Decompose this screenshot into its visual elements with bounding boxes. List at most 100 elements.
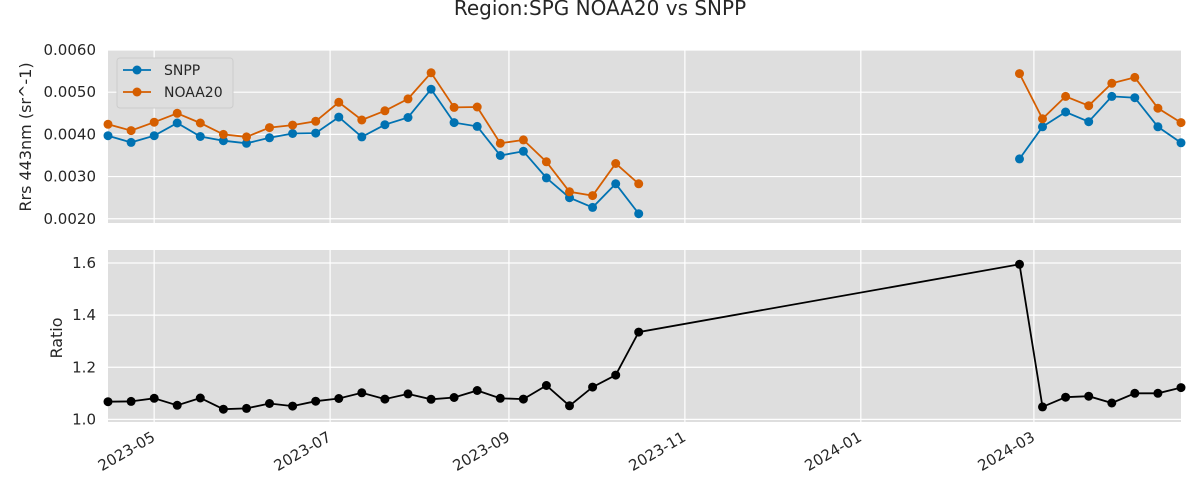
bottom-gridlines [108, 250, 1181, 422]
top-y-tick-label: 0.0040 [44, 125, 97, 143]
data-point-noaa20 [518, 135, 528, 145]
data-point-snpp [472, 121, 482, 131]
data-point-snpp [334, 112, 344, 122]
legend-snpp-marker [132, 65, 142, 75]
x-tick-label: 2024-01 [802, 428, 865, 475]
data-point-noaa20 [1015, 69, 1024, 79]
data-point-ratio [218, 404, 228, 414]
data-point-ratio [242, 403, 251, 413]
data-point-noaa20 [218, 129, 228, 139]
data-point-noaa20 [1107, 78, 1117, 88]
data-point-noaa20 [495, 138, 505, 148]
data-point-noaa20 [1153, 103, 1163, 113]
data-point-noaa20 [242, 132, 251, 142]
data-point-ratio [1130, 388, 1140, 398]
legend: SNPP NOAA20 [116, 57, 234, 109]
x-tick-label: 2023-09 [450, 428, 513, 475]
data-point-noaa20 [449, 102, 459, 112]
data-point-noaa20 [611, 159, 621, 168]
data-point-ratio [565, 401, 574, 411]
data-point-snpp [311, 128, 321, 138]
data-point-ratio [334, 394, 344, 403]
bottom-y-tick-labels: 1.0 1.2 1.4 1.6 [72, 254, 96, 428]
top-y-tick-label: 0.0020 [44, 210, 97, 228]
legend-snpp-label: SNPP [164, 63, 200, 79]
data-point-ratio [541, 381, 551, 390]
data-point-noaa20 [634, 179, 644, 189]
data-point-snpp [242, 138, 251, 148]
data-point-noaa20 [588, 191, 598, 201]
data-point-snpp [149, 131, 159, 141]
data-point-ratio [288, 401, 298, 411]
data-point-ratio [149, 393, 159, 403]
data-point-snpp [288, 129, 298, 138]
data-point-noaa20 [472, 102, 482, 112]
data-point-ratio [449, 393, 459, 402]
top-y-tick-label: 0.0050 [44, 83, 97, 101]
data-point-ratio [1153, 388, 1163, 398]
data-point-snpp [611, 179, 621, 189]
data-point-ratio [472, 386, 482, 395]
data-point-noaa20 [288, 120, 298, 130]
data-point-ratio [403, 389, 413, 399]
top-series-group [103, 68, 1186, 219]
data-point-snpp [103, 131, 113, 141]
data-point-noaa20 [311, 116, 321, 126]
data-point-snpp [1153, 122, 1163, 132]
data-point-snpp [380, 120, 390, 130]
top-plot-area [108, 50, 1181, 223]
bottom-series-group [103, 259, 1186, 414]
data-point-noaa20 [380, 106, 390, 116]
data-point-snpp [588, 202, 598, 212]
data-point-snpp [426, 84, 436, 94]
data-point-ratio [265, 399, 274, 408]
data-point-noaa20 [103, 119, 113, 129]
data-point-noaa20 [1130, 72, 1140, 82]
data-point-noaa20 [1061, 91, 1071, 101]
data-point-noaa20 [265, 123, 274, 133]
data-point-ratio [611, 370, 621, 380]
data-point-noaa20 [149, 117, 159, 127]
top-y-tick-labels: 0.0020 0.0030 0.0040 0.0050 0.0060 [44, 41, 97, 228]
data-point-snpp [495, 151, 505, 160]
data-point-snpp [1130, 93, 1140, 103]
data-point-ratio [588, 382, 598, 392]
bottom-y-axis-label: Ratio [47, 317, 66, 358]
data-point-noaa20 [334, 97, 344, 107]
data-point-ratio [495, 393, 505, 403]
data-point-noaa20 [565, 187, 574, 197]
bottom-y-tick-label: 1.4 [72, 306, 96, 324]
data-point-ratio [357, 388, 367, 398]
x-tick-label: 2023-05 [95, 428, 158, 475]
data-point-ratio [311, 396, 321, 406]
data-point-noaa20 [172, 108, 182, 118]
data-point-snpp [1015, 154, 1024, 164]
data-point-ratio [518, 394, 528, 404]
data-point-ratio [195, 393, 205, 403]
data-point-noaa20 [1084, 101, 1094, 111]
data-point-noaa20 [126, 126, 136, 136]
data-point-noaa20 [426, 68, 436, 78]
top-panel: 0.0020 0.0030 0.0040 0.0050 0.0060 Rrs 443nm… [16, 41, 1186, 228]
data-point-noaa20 [195, 118, 205, 128]
data-point-snpp [449, 118, 459, 128]
top-y-tick-label: 0.0030 [44, 168, 97, 186]
data-point-ratio [634, 327, 644, 337]
data-point-ratio [380, 394, 390, 404]
data-point-noaa20 [357, 115, 367, 125]
top-y-tick-label: 0.0060 [44, 41, 97, 59]
x-tick-label: 2023-07 [271, 428, 334, 475]
data-point-ratio [1038, 402, 1047, 412]
data-point-ratio [172, 400, 182, 410]
data-point-noaa20 [541, 157, 551, 167]
data-point-noaa20 [403, 94, 413, 104]
data-point-snpp [518, 146, 528, 156]
data-point-snpp [541, 173, 551, 183]
data-point-snpp [403, 113, 413, 122]
data-point-snpp [195, 132, 205, 141]
data-point-ratio [126, 396, 136, 406]
data-point-ratio [1176, 383, 1186, 393]
x-tick-label: 2024-03 [975, 428, 1038, 475]
data-point-ratio [1061, 392, 1071, 402]
